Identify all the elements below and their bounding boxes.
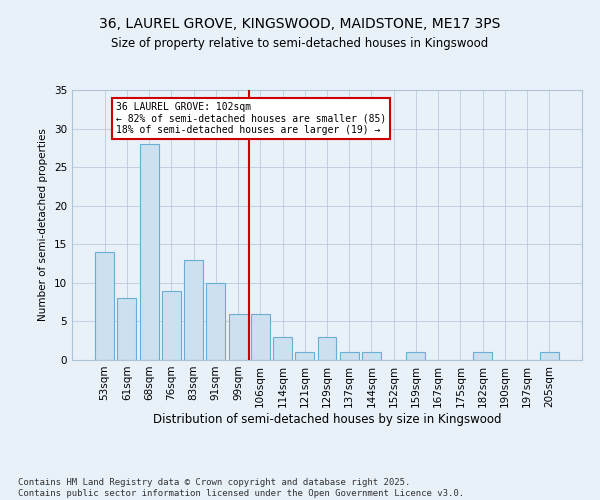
Text: 36, LAUREL GROVE, KINGSWOOD, MAIDSTONE, ME17 3PS: 36, LAUREL GROVE, KINGSWOOD, MAIDSTONE, …	[100, 18, 500, 32]
Bar	[362, 352, 381, 360]
Bar	[95, 252, 114, 360]
Bar	[317, 337, 337, 360]
Bar	[406, 352, 425, 360]
Bar	[473, 352, 492, 360]
X-axis label: Distribution of semi-detached houses by size in Kingswood: Distribution of semi-detached houses by …	[153, 412, 501, 426]
Bar	[140, 144, 158, 360]
Bar	[118, 298, 136, 360]
Bar	[206, 283, 225, 360]
Bar	[162, 290, 181, 360]
Bar	[184, 260, 203, 360]
Text: Size of property relative to semi-detached houses in Kingswood: Size of property relative to semi-detach…	[112, 38, 488, 51]
Bar	[540, 352, 559, 360]
Bar	[273, 337, 292, 360]
Bar	[229, 314, 248, 360]
Y-axis label: Number of semi-detached properties: Number of semi-detached properties	[38, 128, 49, 322]
Bar	[251, 314, 270, 360]
Text: 36 LAUREL GROVE: 102sqm
← 82% of semi-detached houses are smaller (85)
18% of se: 36 LAUREL GROVE: 102sqm ← 82% of semi-de…	[116, 102, 386, 135]
Bar	[340, 352, 359, 360]
Text: Contains HM Land Registry data © Crown copyright and database right 2025.
Contai: Contains HM Land Registry data © Crown c…	[18, 478, 464, 498]
Bar	[295, 352, 314, 360]
